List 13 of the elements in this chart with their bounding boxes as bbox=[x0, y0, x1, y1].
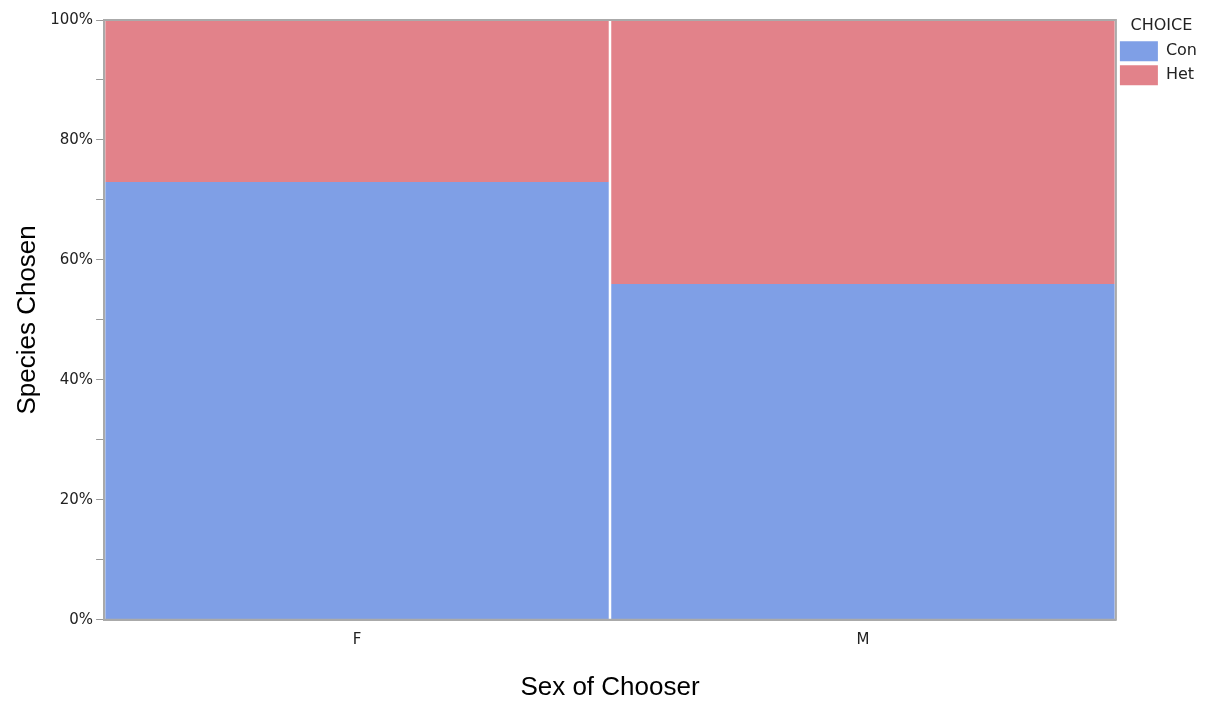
x-axis-title: Sex of Chooser bbox=[520, 670, 700, 701]
legend-label: Het bbox=[1165, 64, 1195, 84]
y-tick-label: 40% bbox=[59, 369, 94, 388]
legend-title: CHOICE bbox=[1130, 15, 1193, 35]
y-tick-label: 80% bbox=[59, 129, 94, 148]
y-axis-title: Species Chosen bbox=[10, 225, 41, 415]
y-tick-label: 0% bbox=[69, 609, 94, 628]
y-tick-label: 100% bbox=[50, 9, 94, 28]
x-tick-label: M bbox=[856, 629, 870, 648]
y-tick-label: 20% bbox=[59, 489, 94, 508]
x-tick-label: F bbox=[352, 629, 362, 648]
legend-label: Con bbox=[1165, 40, 1198, 60]
y-tick-label: 60% bbox=[59, 249, 94, 268]
